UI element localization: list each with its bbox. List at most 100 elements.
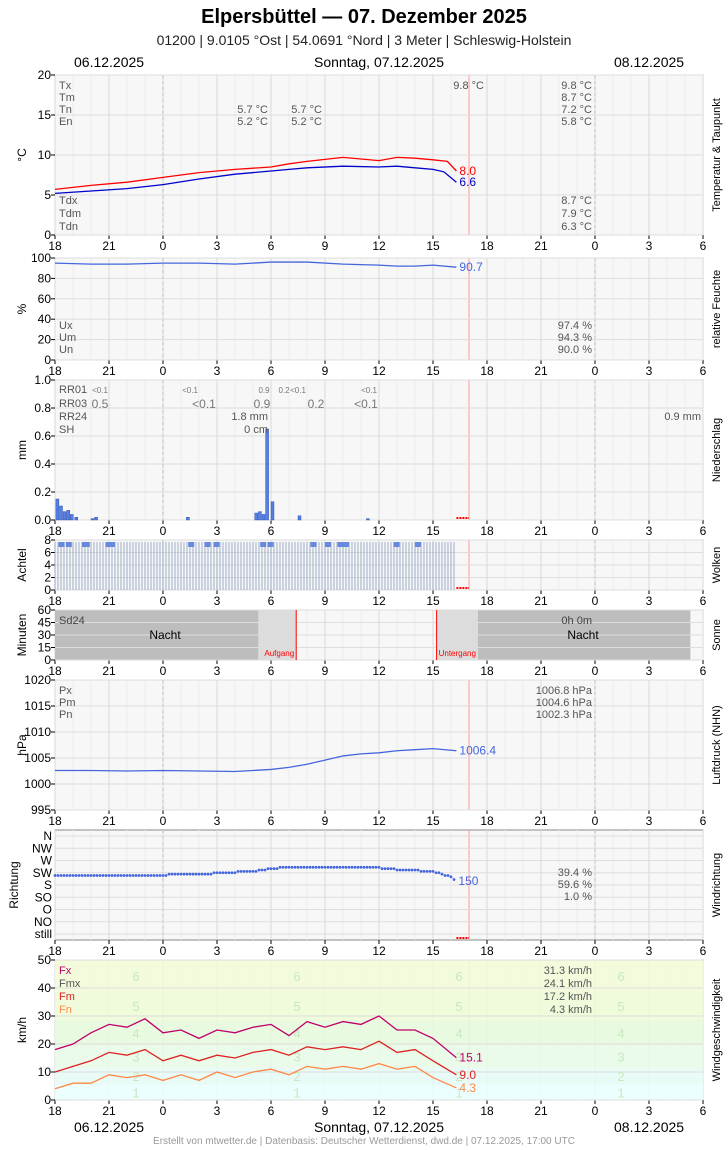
x-tick-label: 21 [534,239,548,253]
end-value-label: 1006.4 [459,744,496,758]
direction-point [320,865,324,869]
stat-label: Un [59,344,73,356]
date-prev-top[interactable]: 06.12.2025 [74,54,145,70]
date-next-bottom[interactable]: 08.12.2025 [614,1119,685,1135]
direction-point [89,874,93,877]
stat-value: 1004.6 hPa [536,697,593,709]
panel-0: 18 21 0 3 6 9 12 15 18 21 0 3 6 Temperatur & Taupunkt… [15,68,723,253]
end-value-label: 90.7 [459,260,483,274]
direction-point [260,868,264,872]
direction-point [209,872,213,876]
x-tick-label: 18 [48,239,62,253]
stat-value: 7.2 °C [561,104,592,116]
direction-point [203,872,207,876]
beaufort-number: 1 [455,1085,462,1100]
y-tick-label: 40 [38,312,52,326]
direction-point [362,865,366,869]
direction-point [245,869,249,873]
stat-value: 0.9 [258,386,270,395]
date-next-top[interactable]: 08.12.2025 [614,54,685,70]
beaufort-number: 1 [293,1085,300,1100]
y-tick-label: 8 [44,533,51,547]
beaufort-number: 1 [132,1085,139,1100]
stat-label: RR24 [59,411,87,423]
y-tick-label: 15 [38,641,52,655]
right-axis-label: Luftdruck (NHN) [711,705,723,784]
stat-value: 8.7 °C [561,92,592,104]
right-axis-label: Windrichtung [711,853,723,917]
direction-point [125,874,129,877]
stat-label: Fn [59,1004,72,1016]
cloud-cover-mark [105,542,112,547]
y-category-label: NO [34,915,52,929]
x-tick-label: 3 [646,239,653,253]
direction-point [254,869,258,873]
dewpoint-line [54,165,457,195]
x-tick-label: 9 [322,1104,329,1118]
x-tick-label: 21 [534,664,548,678]
night-label: Nacht [567,628,599,642]
direction-point [221,871,225,875]
direction-point [374,865,378,869]
x-tick-label: 0 [592,364,599,378]
stat-value: 8.7 °C [561,195,592,207]
direction-point [107,874,111,877]
precip-bar [59,505,63,521]
precip-bar [55,498,60,521]
direction-point [239,869,243,873]
direction-point [86,874,90,877]
direction-point [419,869,423,873]
x-tick-label: 18 [48,944,62,958]
y-tick-label: 80 [38,271,52,285]
direction-point [53,874,57,877]
direction-point [92,874,96,877]
direction-point [65,874,69,877]
direction-point [194,872,198,876]
direction-point [290,865,294,869]
x-tick-label: 18 [480,814,494,828]
y-category-label: SO [35,890,52,904]
beaufort-band [55,960,703,993]
direction-point [155,874,159,877]
y-tick-label: 0 [44,653,51,667]
beaufort-number: 2 [617,1069,624,1084]
x-tick-label: 21 [534,944,548,958]
direction-point [167,872,171,876]
direction-point [380,867,384,871]
end-value-label: 4.3 [459,1081,476,1095]
direction-point [329,865,333,869]
precip-bar [265,428,269,521]
x-tick-label: 3 [214,814,221,828]
x-tick-label: 6 [268,364,275,378]
stat-value: 4.3 km/h [550,1004,592,1016]
x-tick-label: 9 [322,594,329,608]
y-tick-label: 1010 [24,725,51,739]
x-tick-label: 0 [160,594,167,608]
page-title: Elpersbüttel — 07. Dezember 2025 [201,6,527,28]
stat-label: En [59,116,72,128]
y-tick-label: 6 [44,546,51,560]
date-prev-bottom[interactable]: 06.12.2025 [74,1119,145,1135]
direction-point [299,865,303,869]
direction-point [233,871,237,875]
x-tick-label: 18 [480,524,494,538]
direction-point [323,865,327,869]
precip-bar [90,518,95,521]
direction-point [443,874,447,877]
x-tick-label: 3 [646,524,653,538]
stat-label: Sd24 [59,615,85,627]
x-tick-label: 15 [426,239,440,253]
x-tick-label: 18 [48,814,62,828]
y-tick-label: 1015 [24,699,51,713]
direction-point [404,868,408,872]
direction-point [263,868,267,872]
x-tick-label: 12 [372,814,386,828]
y-tick-label: 60 [38,292,52,306]
direction-point [62,874,66,877]
wind-line-fx [54,1015,457,1059]
y-axis-label: % [15,303,29,314]
x-tick-label: 6 [268,814,275,828]
stat-label: Tdn [59,221,78,233]
y-category-label: W [41,854,53,868]
